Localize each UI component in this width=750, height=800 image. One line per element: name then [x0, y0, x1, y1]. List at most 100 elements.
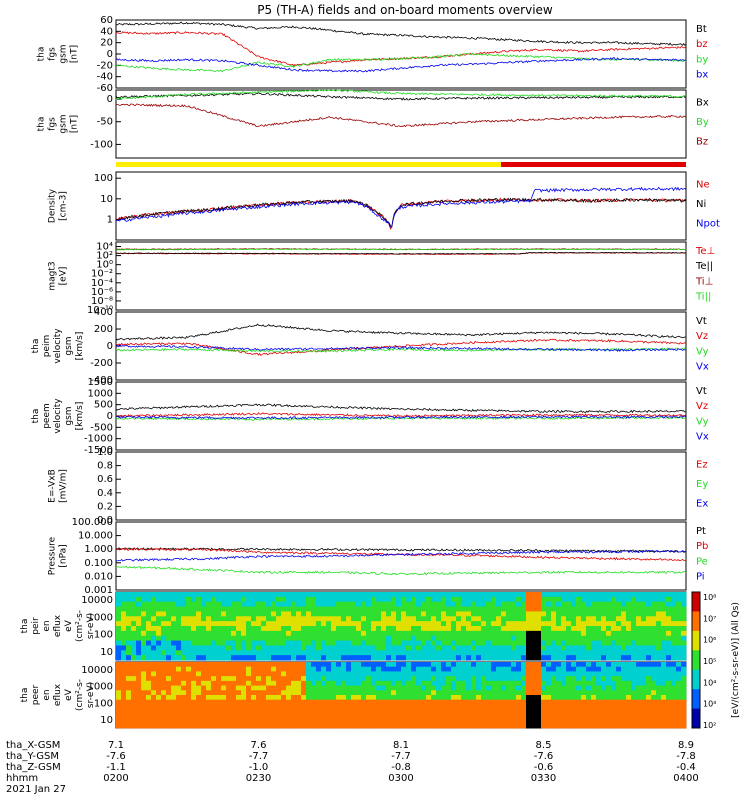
- heatmap-cell-peir: [276, 606, 282, 612]
- heatmap-cell-peir: [656, 630, 662, 637]
- heatmap-cell-peer: [136, 666, 142, 672]
- legend-magt3-3: Ti||: [695, 291, 711, 302]
- heatmap-cell-peir: [471, 601, 477, 607]
- heatmap-cell-peer: [121, 713, 127, 719]
- heatmap-cell-peer: [341, 685, 347, 691]
- heatmap-cell-peir: [466, 611, 472, 617]
- heatmap-cell-peer: [491, 690, 497, 696]
- ytick-label-peim: -200: [90, 358, 113, 369]
- heatmap-cell-peer: [126, 709, 132, 715]
- heatmap-cell-peer: [251, 709, 257, 715]
- heatmap-cell-peer: [226, 690, 232, 696]
- heatmap-cell-peir: [296, 645, 302, 651]
- heatmap-cell-peir: [336, 601, 342, 607]
- heatmap-cell-peir: [486, 650, 492, 656]
- heatmap-cell-peir: [541, 611, 547, 617]
- heatmap-cell-peir: [386, 630, 392, 637]
- ylabel-peir: (cm²-s-: [75, 610, 85, 642]
- heatmap-cell-peer: [606, 699, 612, 705]
- heatmap-cell-peer: [431, 695, 437, 701]
- heatmap-cell-peer: [546, 709, 552, 715]
- heatmap-cell-peer: [421, 690, 427, 696]
- heatmap-cell-peir: [236, 601, 242, 607]
- heatmap-cell-peer: [316, 695, 322, 701]
- heatmap-cell-peer: [186, 699, 192, 705]
- heatmap-cell-peer: [206, 666, 212, 672]
- heatmap-cell-peir: [531, 596, 537, 603]
- heatmap-cell-peir: [661, 645, 667, 651]
- heatmap-cell-peir: [281, 592, 287, 598]
- heatmap-cell-peer: [146, 723, 152, 729]
- heatmap-cell-peir: [236, 621, 242, 627]
- series-magt3-3: [115, 248, 687, 251]
- heatmap-cell-peer: [126, 685, 132, 691]
- heatmap-cell-peer: [161, 709, 167, 715]
- heatmap-cell-peir: [556, 650, 562, 656]
- heatmap-cell-peer: [391, 709, 397, 715]
- heatmap-cell-peir: [181, 626, 187, 632]
- heatmap-cell-peir: [561, 650, 567, 656]
- heatmap-cell-peir: [646, 645, 652, 651]
- heatmap-cell-peer: [526, 662, 532, 668]
- heatmap-cell-peir: [531, 630, 537, 637]
- heatmap-cell-peer: [631, 695, 637, 701]
- heatmap-cell-peir: [456, 626, 462, 632]
- heatmap-cell-peer: [246, 695, 252, 701]
- heatmap-cell-peir: [666, 645, 672, 651]
- heatmap-cell-peir: [591, 616, 597, 622]
- heatmap-cell-peer: [466, 695, 472, 701]
- heatmap-cell-peer: [656, 699, 662, 705]
- heatmap-cell-peir: [346, 596, 352, 603]
- heatmap-cell-peir: [221, 630, 227, 637]
- heatmap-cell-peer: [586, 671, 592, 677]
- heatmap-cell-peer: [576, 713, 582, 719]
- colorbar-segment: [692, 669, 700, 690]
- heatmap-cell-peir: [391, 592, 397, 598]
- heatmap-cell-peir: [436, 650, 442, 656]
- heatmap-cell-peir: [461, 606, 467, 612]
- heatmap-cell-peir: [206, 630, 212, 637]
- heatmap-cell-peer: [231, 671, 237, 677]
- heatmap-cell-peer: [131, 690, 137, 696]
- heatmap-cell-peer: [251, 685, 257, 691]
- heatmap-cell-peir: [446, 630, 452, 637]
- heatmap-cell-peer: [211, 690, 217, 696]
- heatmap-cell-peir: [431, 640, 437, 646]
- heatmap-cell-peer: [196, 709, 202, 715]
- heatmap-cell-peer: [436, 699, 442, 705]
- heatmap-cell-peer: [371, 704, 377, 710]
- heatmap-cell-peer: [376, 690, 382, 696]
- heatmap-cell-peer: [561, 713, 567, 719]
- heatmap-cell-peir: [181, 616, 187, 622]
- heatmap-cell-peir: [346, 630, 352, 637]
- heatmap-cell-peer: [621, 723, 627, 729]
- heatmap-cell-peir: [281, 645, 287, 651]
- heatmap-cell-peir: [256, 596, 262, 603]
- heatmap-cell-peir: [536, 626, 542, 632]
- heatmap-cell-peir: [371, 640, 377, 646]
- heatmap-cell-peer: [196, 704, 202, 710]
- ephemeris-value: -7.7: [391, 751, 411, 762]
- heatmap-cell-peir: [511, 650, 517, 656]
- heatmap-cell-peir: [586, 611, 592, 617]
- heatmap-cell-peer: [376, 718, 382, 724]
- heatmap-cell-peir: [596, 596, 602, 603]
- heatmap-cell-peer: [321, 676, 327, 682]
- heatmap-cell-peir: [511, 635, 517, 641]
- heatmap-cell-peir: [266, 655, 272, 661]
- ephemeris-value: 8.9: [678, 740, 694, 751]
- heatmap-cell-peir: [466, 626, 472, 632]
- heatmap-cell-peir: [576, 650, 582, 656]
- heatmap-cell-peer: [496, 680, 502, 686]
- heatmap-cell-peir: [286, 592, 292, 598]
- heatmap-cell-peer: [466, 676, 472, 682]
- heatmap-cell-peer: [681, 723, 687, 729]
- heatmap-cell-peir: [626, 601, 632, 607]
- heatmap-cell-peer: [201, 676, 207, 682]
- heatmap-cell-peer: [151, 699, 157, 705]
- heatmap-cell-peer: [361, 662, 367, 668]
- heatmap-cell-peir: [411, 635, 417, 641]
- heatmap-cell-peer: [426, 713, 432, 719]
- heatmap-cell-peer: [626, 699, 632, 705]
- heatmap-cell-peer: [351, 713, 357, 719]
